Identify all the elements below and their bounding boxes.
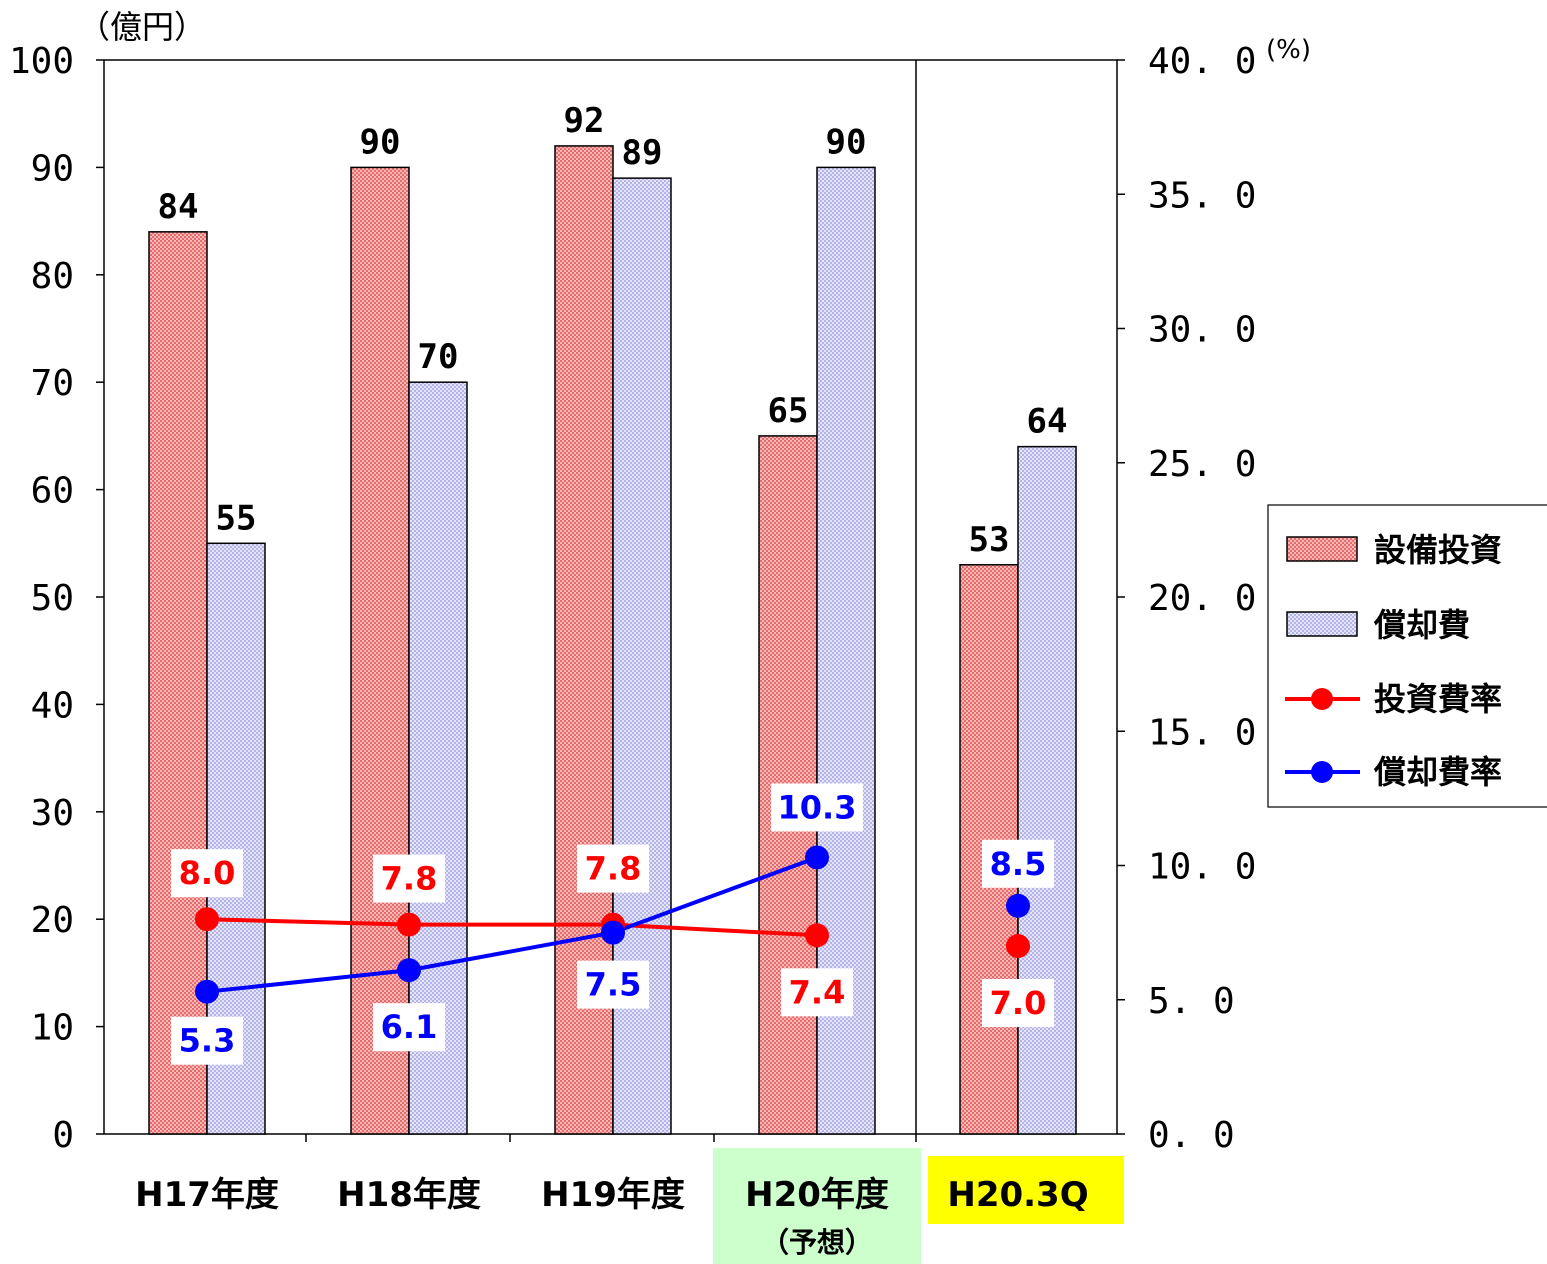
depr-rate-marker xyxy=(195,979,219,1004)
depr-bar-label: 90 xyxy=(826,122,867,162)
invest-rate-marker xyxy=(397,912,421,937)
category-label: H20.3Q xyxy=(947,1175,1088,1215)
right-axis-tick-label: 25. 0 xyxy=(1148,444,1256,485)
invest-rate-label-bg xyxy=(373,854,445,903)
left-axis-tick-label: 50 xyxy=(31,578,74,619)
invest-rate-marker xyxy=(805,923,829,948)
depr-rate-label-bg xyxy=(577,960,649,1009)
depr-bar-label: 55 xyxy=(216,498,257,538)
depr-rate-label: 5.3 xyxy=(179,1022,236,1060)
invest-rate-label-bg xyxy=(577,844,649,893)
invest-bar xyxy=(148,231,208,1135)
right-axis-tick-label: 0. 0 xyxy=(1148,1115,1235,1156)
category-sublabel: （予想） xyxy=(761,1226,873,1259)
right-axis-tick-label: 35. 0 xyxy=(1148,175,1256,216)
invest-bar-label: 53 xyxy=(969,520,1010,560)
left-axis-tick-label: 30 xyxy=(31,793,74,834)
left-axis-unit: （億円） xyxy=(78,8,206,46)
depr-rate-line xyxy=(206,855,818,994)
category-label: H17年度 xyxy=(135,1175,279,1215)
legend-label-invest: 設備投資 xyxy=(1374,531,1502,569)
right-axis-tick-label: 30. 0 xyxy=(1148,310,1256,351)
depr-rate-marker xyxy=(1006,893,1030,918)
invest-bar-label: 65 xyxy=(768,391,809,431)
invest-bar-label: 84 xyxy=(158,187,199,227)
left-axis-tick-label: 10 xyxy=(31,1008,74,1049)
legend-marker-depr-rate xyxy=(1311,761,1333,783)
legend-label-depr: 償却費 xyxy=(1373,606,1470,644)
forecast-highlight xyxy=(713,1148,921,1264)
category-label: H18年度 xyxy=(337,1175,481,1215)
legend-marker-invest-rate xyxy=(1311,688,1333,710)
depr-rate-label-bg xyxy=(771,783,863,832)
depr-rate-label: 6.1 xyxy=(381,1008,438,1046)
left-axis-tick-label: 60 xyxy=(31,471,74,512)
invest-rate-marker xyxy=(195,907,219,932)
left-axis-tick-label: 80 xyxy=(31,256,74,297)
left-axis-tick-label: 90 xyxy=(31,148,74,189)
invest-bar-label: 90 xyxy=(360,122,401,162)
depr-rate-label-bg xyxy=(373,1003,445,1052)
left-axis-tick-label: 0 xyxy=(52,1115,74,1156)
invest-rate-label-bg xyxy=(171,849,243,898)
invest-rate-line xyxy=(206,917,818,938)
depr-rate-marker xyxy=(601,920,625,945)
depr-rate-marker xyxy=(805,845,829,870)
legend-swatch-depr xyxy=(1286,611,1358,637)
depr-bar-label: 64 xyxy=(1027,402,1068,442)
right-axis-tick-label: 40. 0 xyxy=(1148,41,1256,82)
left-axis-tick-label: 20 xyxy=(31,900,74,941)
q3-highlight xyxy=(928,1156,1124,1224)
invest-bar xyxy=(350,166,410,1135)
right-axis-tick-label: 10. 0 xyxy=(1148,847,1256,888)
left-axis-tick-label: 70 xyxy=(31,363,74,404)
legend: 設備投資 償却費 投資費率 償却費率 xyxy=(1267,504,1547,808)
invest-rate-label: 8.0 xyxy=(179,854,236,892)
depr-rate-marker xyxy=(397,958,421,983)
right-axis-tick-label: 20. 0 xyxy=(1148,578,1256,619)
category-label: H20年度 xyxy=(745,1175,889,1215)
category-label: H19年度 xyxy=(541,1175,685,1215)
legend-label-depr-rate: 償却費率 xyxy=(1373,753,1502,791)
left-axis-tick-label: 40 xyxy=(31,685,74,726)
depr-bar xyxy=(1017,445,1077,1135)
invest-rate-marker xyxy=(1006,934,1030,959)
depr-rate-label-bg xyxy=(982,839,1054,888)
right-axis-unit: (%) xyxy=(1266,35,1311,65)
depr-rate-label: 8.5 xyxy=(990,845,1047,883)
invest-rate-label: 7.4 xyxy=(789,973,846,1011)
right-axis-tick-label: 5. 0 xyxy=(1148,981,1235,1022)
invest-rate-label-bg xyxy=(781,968,853,1017)
invest-rate-label: 7.8 xyxy=(585,850,642,888)
right-axis-tick-label: 15. 0 xyxy=(1148,712,1256,753)
invest-bar-label: 92 xyxy=(564,101,605,141)
legend-label-invest-rate: 投資費率 xyxy=(1374,680,1502,718)
left-axis-tick-label: 100 xyxy=(9,41,74,82)
depr-rate-label: 10.3 xyxy=(778,788,857,826)
legend-swatch-invest xyxy=(1286,536,1358,562)
depr-rate-label: 7.5 xyxy=(585,966,642,1004)
depr-rate-label-bg xyxy=(171,1016,243,1065)
invest-rate-label-bg xyxy=(982,979,1054,1028)
depr-bar-label: 89 xyxy=(622,133,663,173)
depr-bar-label: 70 xyxy=(418,337,459,377)
invest-rate-label: 7.8 xyxy=(381,860,438,898)
invest-rate-label: 7.0 xyxy=(990,984,1047,1022)
legend-box xyxy=(1267,504,1547,808)
